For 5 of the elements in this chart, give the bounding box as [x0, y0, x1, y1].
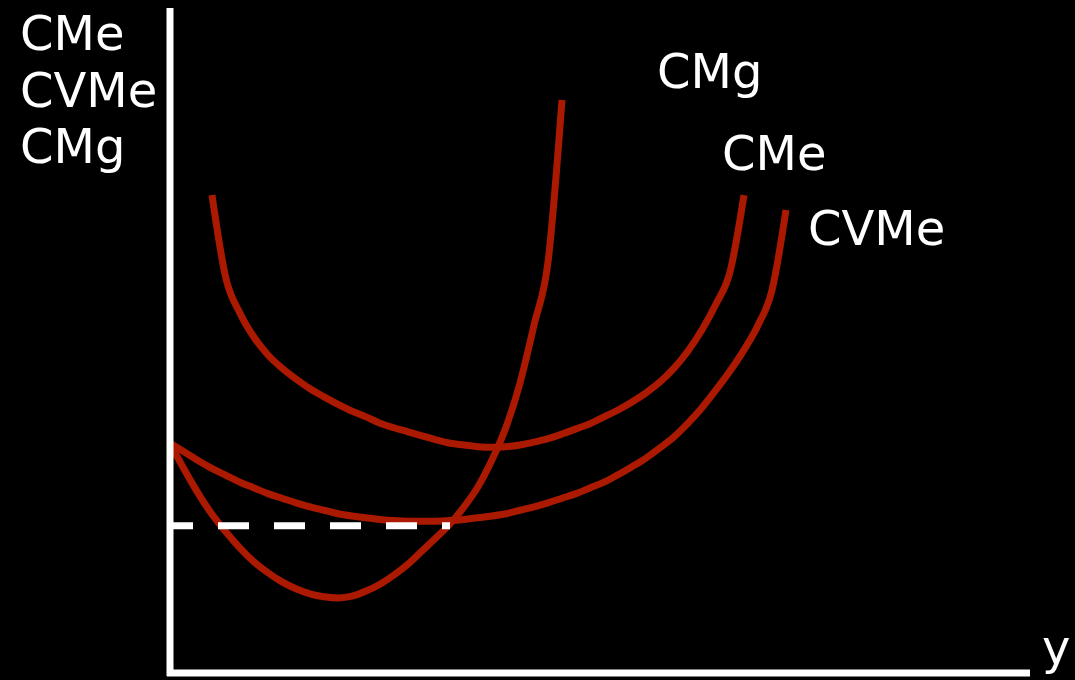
- y-axis-title: CMe CVMe CMg: [20, 5, 158, 174]
- series-label: CVMe: [808, 200, 946, 257]
- series-label: CMg: [657, 43, 763, 99]
- x-axis-title: y: [1042, 619, 1071, 675]
- series-label: CMe: [722, 125, 827, 182]
